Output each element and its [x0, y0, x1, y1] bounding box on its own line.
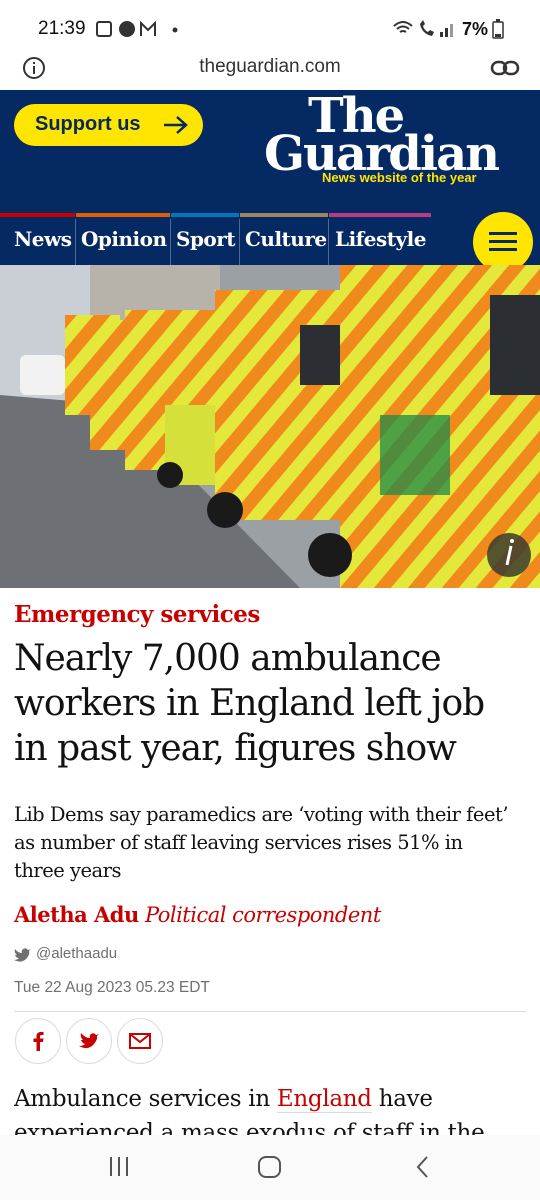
back-button[interactable] [416, 1156, 428, 1178]
twitter-icon [14, 948, 31, 962]
support-label: Support us [35, 113, 141, 135]
share-facebook[interactable] [15, 1018, 61, 1064]
body-text-start: Ambulance services in [14, 1086, 277, 1112]
author-role: Political correspondent [144, 903, 381, 927]
nav-link[interactable]: Culture [245, 227, 327, 251]
nav-link[interactable]: Lifestyle [335, 227, 426, 251]
kicker[interactable]: Emergency services [14, 601, 260, 628]
pillar-stripe [0, 213, 540, 219]
share-buttons [15, 1018, 163, 1064]
twitter-handle[interactable]: @alethaadu [36, 945, 118, 962]
recents-button[interactable] [110, 1157, 128, 1176]
menu-button[interactable] [472, 211, 534, 273]
address-bar: theguardian.com [0, 44, 540, 90]
system-icons [393, 20, 453, 37]
system-nav-bar [0, 1135, 540, 1200]
battery-level: 7% [462, 19, 489, 39]
notification-icons [96, 20, 178, 37]
battery-icon [492, 19, 504, 39]
nav-bar: News Opinion Sport Culture Lifestyle [0, 212, 540, 272]
site-header: Support us The Guardian News website of … [0, 88, 540, 213]
byline: Aletha Adu Political correspondent [14, 902, 381, 927]
standfirst: Lib Dems say paramedics are ‘voting with… [14, 803, 509, 882]
clock: 21:39 [38, 18, 86, 39]
nav-link[interactable]: News [14, 227, 72, 251]
logo-the: The [308, 88, 405, 144]
nav-link[interactable]: Opinion [81, 227, 167, 251]
system-nav-icons [110, 1156, 428, 1178]
tagline: News website of the year [322, 170, 477, 185]
support-button[interactable]: Support us [14, 104, 203, 146]
site-info-button[interactable] [22, 56, 46, 80]
publish-date: Tue 22 Aug 2023 05.23 EDT [14, 979, 210, 996]
divider [14, 1011, 526, 1012]
hero-image [0, 265, 540, 588]
body-text-end: have experienced a mass exodus of staff … [14, 1086, 485, 1135]
headline: Nearly 7,000 ambulance workers in Englan… [14, 638, 485, 769]
status-bar: 21:39 7% [0, 0, 540, 44]
share-email[interactable] [117, 1018, 163, 1064]
url[interactable]: theguardian.com [199, 56, 341, 77]
share-link-button[interactable] [490, 56, 520, 80]
home-button[interactable] [258, 1156, 281, 1178]
arrow-icon [164, 116, 188, 134]
nav-link[interactable]: Sport [176, 227, 236, 251]
logo-guardian: Guardian [264, 126, 500, 182]
body-link[interactable]: England [276, 1086, 372, 1113]
share-twitter[interactable] [66, 1018, 112, 1064]
author[interactable]: Aletha Adu [14, 902, 139, 927]
body-text: Ambulance services in England have exper… [14, 1082, 526, 1135]
